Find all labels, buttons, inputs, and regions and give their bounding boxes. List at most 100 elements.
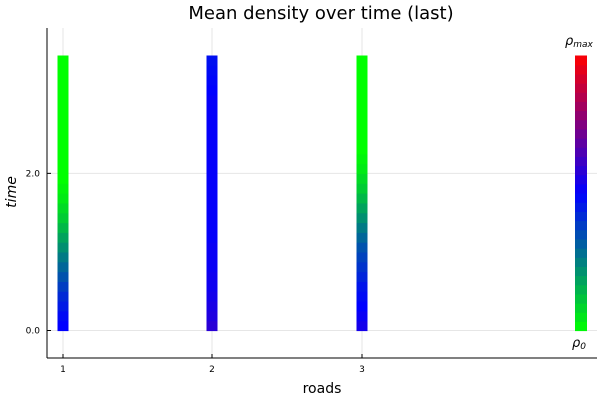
- colorbar-step: [575, 193, 587, 203]
- colorbar-step: [575, 303, 587, 313]
- heatmap-cell: [57, 163, 69, 174]
- colorbar-step: [575, 183, 587, 194]
- x-axis-label: roads: [303, 381, 342, 397]
- colorbar: [575, 55, 587, 332]
- heatmap-cell: [356, 75, 368, 86]
- colorbar-step: [575, 248, 587, 258]
- heatmap-cell: [57, 94, 69, 106]
- axes: [46, 28, 597, 359]
- heatmap-cell: [206, 94, 218, 106]
- colorbar-step: [575, 165, 587, 176]
- heatmap-cell: [356, 291, 368, 302]
- y-tick-label: 0.0: [26, 327, 41, 337]
- heatmap-cell: [356, 94, 368, 106]
- colorbar-step: [575, 211, 587, 222]
- heatmap-cell: [206, 134, 218, 145]
- chart-title: Mean density over time (last): [188, 3, 453, 24]
- colorbar-step: [575, 266, 587, 277]
- colorbar-step: [575, 284, 587, 295]
- heatmap-cell: [57, 134, 69, 145]
- heatmap-cell: [206, 242, 218, 253]
- heatmap-cell: [356, 281, 368, 292]
- heatmap-cell: [206, 291, 218, 302]
- heatmap-cell: [206, 261, 218, 273]
- grid: [47, 28, 597, 358]
- colorbar-step: [575, 275, 587, 286]
- heatmap-cell: [356, 193, 368, 204]
- heatmap-cell: [57, 212, 69, 224]
- heatmap-cell: [206, 55, 218, 66]
- colorbar-step: [575, 147, 587, 157]
- heatmap-cell: [206, 310, 218, 322]
- x-tick-label: 2: [209, 365, 215, 375]
- heatmap-cell: [57, 310, 69, 322]
- heatmap-cell: [356, 242, 368, 253]
- heatmap-cell: [206, 232, 218, 243]
- colorbar-step: [575, 138, 587, 148]
- heatmap-cell: [356, 301, 368, 312]
- heatmap-cell: [356, 55, 368, 66]
- heatmap-cell: [57, 281, 69, 292]
- colorbar-step: [575, 293, 587, 304]
- heatmap-cell: [356, 261, 368, 273]
- heatmap-cell: [206, 163, 218, 174]
- colorbar-step: [575, 101, 587, 112]
- heatmap-cell: [206, 271, 218, 282]
- colorbar-min-label: ρ0: [572, 336, 586, 352]
- heatmap-cell: [206, 75, 218, 86]
- heatmap-cell: [356, 212, 368, 224]
- colorbar-step: [575, 257, 587, 267]
- heatmap-cell: [206, 301, 218, 312]
- x-tick-label: 1: [60, 365, 66, 375]
- colorbar-step: [575, 321, 587, 332]
- heatmap-cell: [356, 84, 368, 96]
- heatmap-cell: [356, 65, 368, 76]
- heatmap-cell: [57, 320, 69, 332]
- heatmap-cell: [206, 320, 218, 332]
- heatmap-cell: [206, 124, 218, 135]
- colorbar-step: [575, 156, 587, 167]
- colorbar-step: [575, 92, 587, 102]
- y-tick-label: 2.0: [26, 169, 41, 179]
- heatmap-cell: [206, 281, 218, 292]
- heatmap-cell: [356, 232, 368, 243]
- colorbar-max-label: ρmax: [565, 34, 594, 50]
- heatmap-cell: [356, 183, 368, 194]
- heatmap-cell: [57, 153, 69, 165]
- heatmap-cell: [57, 143, 69, 155]
- colorbar-step: [575, 238, 587, 249]
- heatmap-cell: [57, 193, 69, 204]
- heatmap-cell: [206, 153, 218, 165]
- heatmap-cell: [356, 124, 368, 135]
- colorbar-step: [575, 174, 587, 185]
- heatmap-cell: [356, 251, 368, 263]
- heatmap-cell: [356, 104, 368, 116]
- heatmap-cell: [206, 202, 218, 214]
- heatmap-cell: [206, 84, 218, 96]
- heatmap-cell: [57, 232, 69, 243]
- heatmap-cell: [356, 222, 368, 233]
- colorbar-step: [575, 312, 587, 322]
- heatmap-cell: [57, 261, 69, 273]
- heatmap-cell: [206, 193, 218, 204]
- heatmap-cell: [356, 202, 368, 214]
- ticks: 1 2 3 0.0 2.0: [26, 169, 365, 375]
- heatmap-cell: [57, 222, 69, 233]
- heatmap-cell: [206, 104, 218, 116]
- colorbar-step: [575, 220, 587, 231]
- heatmap-cell: [206, 251, 218, 263]
- heatmap-cell: [206, 114, 218, 125]
- heatmap-cell: [356, 134, 368, 145]
- heatmap-cell: [356, 163, 368, 174]
- heatmap-cell: [206, 173, 218, 184]
- heatmap-cell: [206, 143, 218, 155]
- colorbar-step: [575, 64, 587, 75]
- heatmap-cell: [356, 173, 368, 184]
- heatmap-cell: [356, 153, 368, 165]
- heatmap-cell: [57, 124, 69, 135]
- colorbar-step: [575, 128, 587, 139]
- heatmap-cell: [57, 104, 69, 116]
- heatmap-cell: [57, 65, 69, 76]
- y-axis-label: time: [4, 176, 20, 208]
